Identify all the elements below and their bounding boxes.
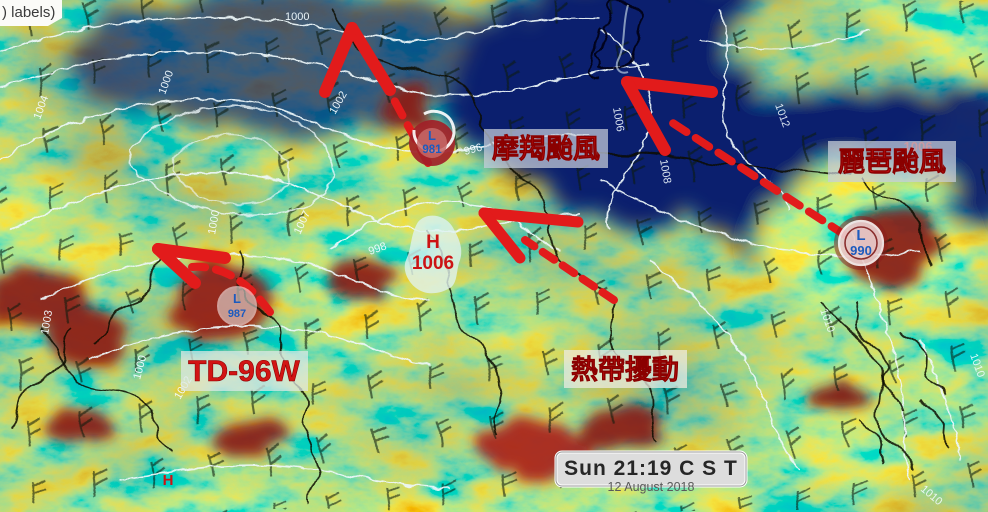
svg-text:TD-96W: TD-96W: [188, 355, 300, 388]
svg-text:L: L: [233, 291, 241, 306]
svg-text:L: L: [428, 128, 436, 143]
svg-text:Sun 21:19 C S T: Sun 21:19 C S T: [564, 457, 738, 480]
svg-text:熱帶擾動: 熱帶擾動: [571, 355, 679, 385]
svg-text:H: H: [163, 472, 174, 489]
svg-text:摩羯颱風: 摩羯颱風: [492, 133, 600, 164]
svg-text:12 August 2018: 12 August 2018: [608, 480, 695, 494]
svg-text:麗琶颱風: 麗琶颱風: [838, 147, 946, 177]
svg-text:987: 987: [228, 308, 246, 320]
svg-text:L: L: [856, 227, 865, 244]
svg-text:1006: 1006: [412, 253, 454, 274]
svg-text:H: H: [426, 232, 440, 253]
svg-text:) labels): ) labels): [2, 4, 55, 21]
svg-text:1000: 1000: [285, 11, 309, 23]
svg-text:981: 981: [422, 144, 442, 156]
svg-text:990: 990: [850, 243, 872, 258]
